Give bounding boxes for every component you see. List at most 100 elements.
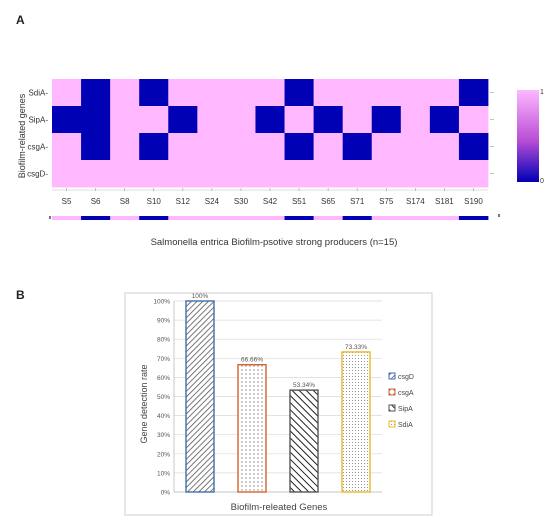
heatmap-cell-csgD-S5 <box>52 160 82 188</box>
heatmap-x-tick-S42: S42 <box>263 197 278 206</box>
heatmap-y-tick-csgD: csgD- <box>27 170 48 179</box>
bar-value-label-SdiA: 73.33% <box>345 344 367 351</box>
heatmap-cell-csgA-S30 <box>226 133 256 161</box>
heatmap-cell-csgA-S190 <box>458 133 489 161</box>
bar-y-tick-70%: 70% <box>157 356 170 363</box>
heatmap-y-tick-SdiA: SdiA- <box>28 89 48 98</box>
bar-y-tick-100%: 100% <box>153 299 170 306</box>
bar-SdiA <box>341 351 371 493</box>
colorbar-max-label: 1 <box>540 89 544 96</box>
bar-y-tick-90%: 90% <box>157 318 170 325</box>
bar-y-tick-80%: 80% <box>157 337 170 344</box>
heatmap-cell-SdiA-S30 <box>226 79 256 107</box>
heatmap-y-tick-csgA: csgA- <box>28 143 49 152</box>
heatmap-cell-SdiA-S42 <box>255 79 285 107</box>
legend-label-csgA: csgA <box>398 390 414 397</box>
annotation-strip-cell-S24 <box>197 216 227 220</box>
bar-csgD <box>185 300 215 493</box>
heatmap-x-tick-S75: S75 <box>379 197 394 206</box>
heatmap-cell-csgD-S190 <box>458 160 489 188</box>
heatmap-x-tick-S190: S190 <box>464 197 483 206</box>
heatmap-cell-csgD-S8 <box>110 160 140 188</box>
heatmap-cell-SdiA-S190 <box>458 79 489 107</box>
heatmap-cell-csgD-S51 <box>284 160 314 188</box>
bar-y-axis-label: Gene detection rate <box>139 364 149 443</box>
heatmap-cell-SipA-S71 <box>342 106 373 134</box>
heatmap-cell-csgD-S42 <box>255 160 285 188</box>
heatmap-cell-csgD-S181 <box>429 160 460 188</box>
bar-x-axis-label: Biofilm-releated Genes <box>231 502 328 513</box>
heatmap-cell-SipA-S181 <box>429 106 460 134</box>
panel-a-letter: A <box>16 13 25 27</box>
legend-swatch-SdiA <box>388 420 396 428</box>
annotation-strip-cell-S181 <box>429 216 460 220</box>
colorbar-min-label: 0 <box>540 178 544 185</box>
bar-chart-frame <box>124 292 433 516</box>
heatmap-cell-csgA-S10 <box>139 133 169 161</box>
legend-label-SdiA: SdiA <box>398 422 413 429</box>
bar-chart-panel-b: 0% 10% 20% 30% 40% 50% 60% 70% 80% 90% 100% 100% 66.… <box>153 293 414 497</box>
heatmap-x-tick-S6: S6 <box>91 197 101 206</box>
legend-swatch-SipA <box>388 404 396 412</box>
heatmap-panel-a: SdiA- SipA-csgA-csgD- S5 S6 S8 S10 S12 S24 S30 S4… <box>27 79 500 220</box>
bar-y-tick-10%: 10% <box>157 470 170 477</box>
legend-label-csgD: csgD <box>398 374 414 381</box>
heatmap-x-tick-S65: S65 <box>321 197 336 206</box>
heatmap-cell-csgA-S71 <box>342 133 373 161</box>
heatmap-cell-SipA-S174 <box>400 106 431 134</box>
heatmap-x-axis-label: Salmonella entrica Biofilm-psotive stron… <box>151 237 398 248</box>
bar-value-label-csgD: 100% <box>192 293 209 300</box>
annotation-strip-cell-S65 <box>313 216 344 220</box>
heatmap-cell-SipA-S65 <box>313 106 344 134</box>
heatmap-cell-csgA-S174 <box>400 133 431 161</box>
heatmap-cell-SdiA-S181 <box>429 79 460 107</box>
heatmap-cell-csgD-S174 <box>400 160 431 188</box>
heatmap-cell-SdiA-S12 <box>168 79 198 107</box>
heatmap-cell-SdiA-S6 <box>81 79 111 107</box>
annotation-strip-cell-S12 <box>168 216 198 220</box>
bar-value-label-csgA: 66.66% <box>241 357 263 364</box>
annotation-strip-cell-S42 <box>255 216 285 220</box>
heatmap-cell-csgA-S12 <box>168 133 198 161</box>
heatmap-cell-csgD-S24 <box>197 160 227 188</box>
heatmap-cell-csgA-S51 <box>284 133 314 161</box>
heatmap-x-tick-S71: S71 <box>350 197 365 206</box>
heatmap-x-tick-S181: S181 <box>435 197 454 206</box>
heatmap-x-tick-S10: S10 <box>147 197 162 206</box>
heatmap-cell-SipA-S190 <box>458 106 489 134</box>
heatmap-cell-csgD-S6 <box>81 160 111 188</box>
strip-end-marker <box>49 216 51 219</box>
heatmap-cell-SipA-S75 <box>371 106 402 134</box>
heatmap-x-tick-S5: S5 <box>62 197 72 206</box>
bar-y-tick-20%: 20% <box>157 451 170 458</box>
legend-label-SipA: SipA <box>398 406 413 413</box>
heatmap-cell-SipA-S30 <box>226 106 256 134</box>
heatmap-cell-csgD-S65 <box>313 160 344 188</box>
strip-end-marker <box>498 214 500 217</box>
heatmap-cell-csgA-S65 <box>313 133 344 161</box>
bar-SipA <box>289 389 319 493</box>
annotation-strip-cell-S5 <box>52 216 82 220</box>
heatmap-cell-csgA-S5 <box>52 133 82 161</box>
heatmap-cell-SipA-S12 <box>168 106 198 134</box>
heatmap-cell-csgA-S181 <box>429 133 460 161</box>
heatmap-cell-SipA-S24 <box>197 106 227 134</box>
heatmap-x-tick-S12: S12 <box>176 197 191 206</box>
heatmap-y-tick-SipA: SipA- <box>28 116 48 125</box>
heatmap-cell-csgD-S30 <box>226 160 256 188</box>
heatmap-cell-SipA-S42 <box>255 106 285 134</box>
heatmap-x-tick-S24: S24 <box>205 197 220 206</box>
annotation-strip-cell-S51 <box>284 216 314 220</box>
heatmap-cell-SdiA-S5 <box>52 79 82 107</box>
bar-y-tick-50%: 50% <box>157 394 170 401</box>
heatmap-cell-SdiA-S24 <box>197 79 227 107</box>
heatmap-cell-csgD-S71 <box>342 160 373 188</box>
legend-swatch-csgD <box>388 372 396 380</box>
heatmap-cell-csgD-S10 <box>139 160 169 188</box>
heatmap-cell-SdiA-S8 <box>110 79 140 107</box>
legend-swatch-csgA <box>388 388 396 396</box>
heatmap-cell-csgA-S6 <box>81 133 111 161</box>
annotation-strip-cell-S6 <box>81 216 111 220</box>
bar-y-tick-40%: 40% <box>157 413 170 420</box>
